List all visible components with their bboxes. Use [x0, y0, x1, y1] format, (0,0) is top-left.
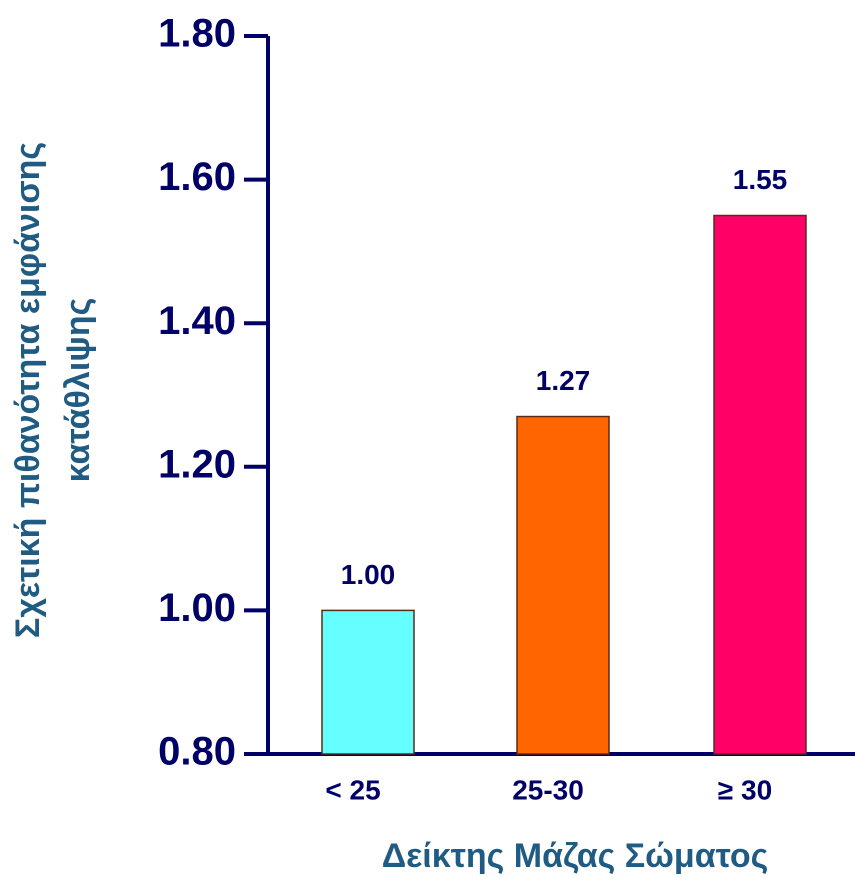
value-label: 1.55	[733, 164, 788, 195]
y-tick-label: 1.20	[158, 442, 236, 486]
y-axis-title: Σχετική πιθανότητα εμφάνισης	[9, 142, 47, 638]
y-tick-label: 1.00	[158, 586, 236, 630]
bar	[516, 415, 610, 755]
x-axis-title: Δείκτης Μάζας Σώματος	[382, 837, 769, 875]
x-tick-label: 25-30	[512, 774, 584, 805]
y-tick-label: 1.60	[158, 155, 236, 199]
x-tick-label: < 25	[325, 774, 380, 805]
value-label: 1.00	[341, 559, 396, 590]
y-tick-label: 1.40	[158, 299, 236, 343]
x-tick-label: ≥ 30	[718, 774, 772, 805]
bar	[321, 609, 415, 755]
bar	[713, 214, 807, 755]
y-tick-label: 1.80	[158, 12, 236, 56]
value-label: 1.27	[536, 365, 591, 396]
y-axis-title: κατάθλιψης	[59, 298, 97, 483]
y-tick-label: 0.80	[158, 730, 236, 774]
